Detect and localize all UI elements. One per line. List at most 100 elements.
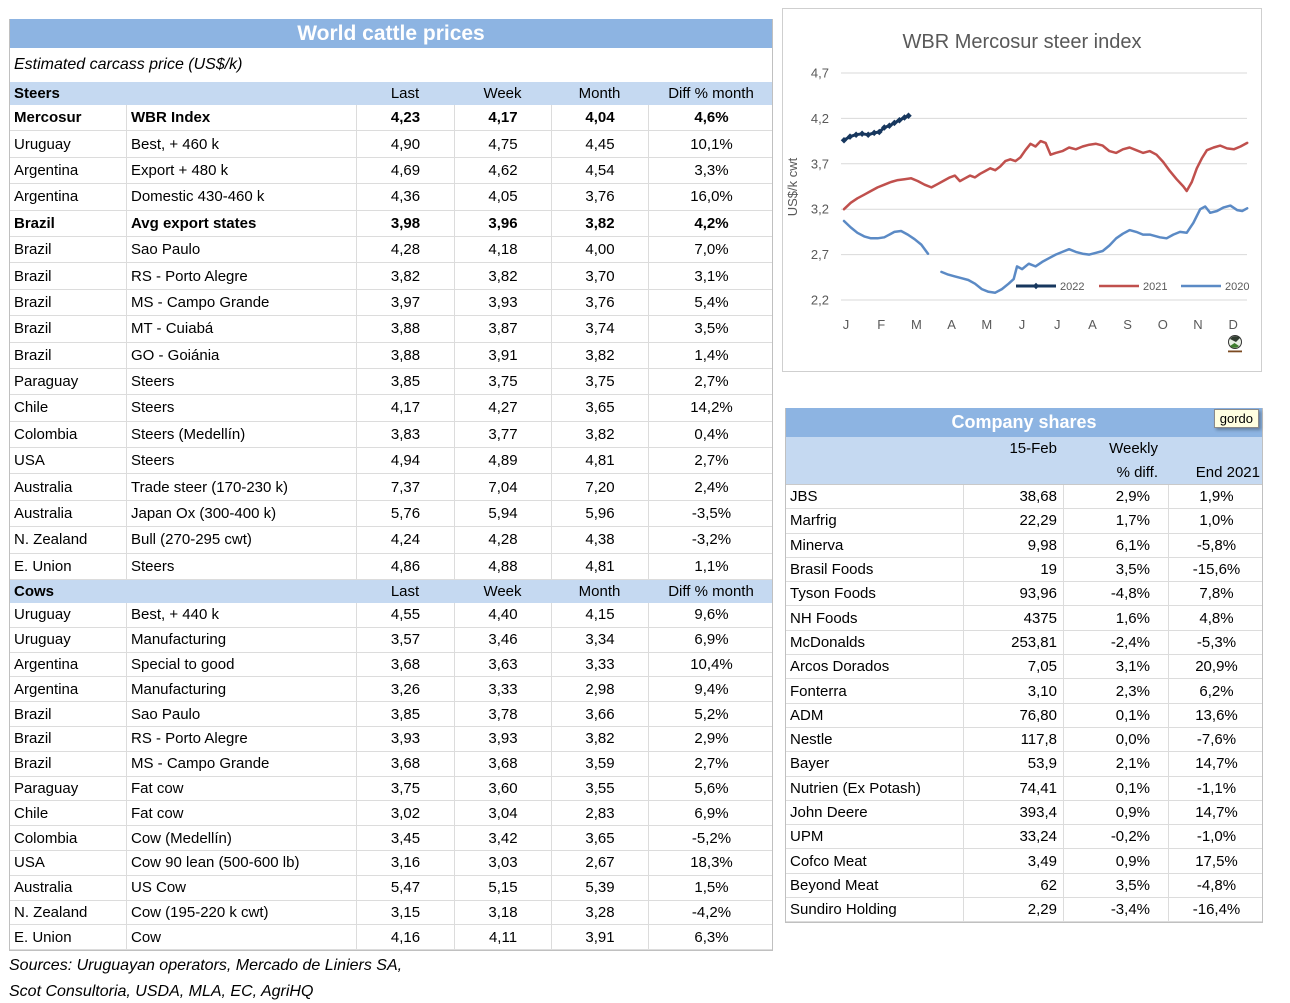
value-cell: 33,24 xyxy=(963,825,1063,849)
column-header-weekly: Weekly xyxy=(1109,440,1158,457)
svg-text:4,7: 4,7 xyxy=(811,66,829,81)
value-cell: 7,05 xyxy=(963,655,1063,679)
table-row: Australia US Cow 5,47 5,15 5,39 1,5% xyxy=(10,875,772,901)
value-cell: 4,94 xyxy=(356,448,454,474)
section-header-steers: Steers Last Week Month Diff % month xyxy=(10,82,772,105)
svg-text:J: J xyxy=(1054,317,1061,332)
value-cell: 3,76 xyxy=(551,184,648,210)
table-row: Chile Fat cow 3,02 3,04 2,83 6,9% xyxy=(10,801,772,827)
value-cell: -15,6% xyxy=(1168,557,1264,582)
value-cell: 4,86 xyxy=(356,553,454,580)
value-cell: -5,8% xyxy=(1168,533,1264,557)
value-cell: 9,4% xyxy=(648,677,774,702)
svg-text:S: S xyxy=(1123,317,1132,332)
value-cell: 3,5% xyxy=(1063,557,1168,582)
value-cell: 3,93 xyxy=(454,727,551,751)
value-cell: 1,4% xyxy=(648,342,774,368)
series-2020 xyxy=(842,204,1249,294)
table-row: Bayer 53,9 2,1% 14,7% xyxy=(786,752,1262,777)
table-row: Uruguay Best, + 440 k 4,55 4,40 4,15 9,6% xyxy=(10,603,772,628)
value-cell: 16,0% xyxy=(648,184,774,210)
header-spacer xyxy=(126,82,356,105)
value-cell: 3,02 xyxy=(356,801,454,826)
value-cell: 4,69 xyxy=(356,157,454,184)
value-cell: -2,4% xyxy=(1063,630,1168,655)
svg-text:M: M xyxy=(911,317,922,332)
value-cell: 3,34 xyxy=(551,627,648,652)
company-name-cell: Nestle xyxy=(790,731,833,749)
table-row: Australia Japan Ox (300-400 k) 5,76 5,94 5,9… xyxy=(10,500,772,528)
table-row: Brazil RS - Porto Alegre 3,93 3,93 3,82 2,9% xyxy=(10,727,772,752)
table-row: Brazil MT - Cuiabá 3,88 3,87 3,74 3,5% xyxy=(10,316,772,343)
value-cell: 3,74 xyxy=(551,316,648,342)
table-row: Fonterra 3,10 2,3% 6,2% xyxy=(786,679,1262,704)
value-cell: -1,1% xyxy=(1168,776,1264,800)
table-row: Nestle 117,8 0,0% -7,6% xyxy=(786,727,1262,753)
value-cell: 20,9% xyxy=(1168,655,1264,679)
country-cell: Uruguay xyxy=(14,631,71,649)
series-2022 xyxy=(840,112,912,144)
country-cell: Brazil xyxy=(14,346,52,364)
svg-text:F: F xyxy=(877,317,885,332)
table-row: UPM 33,24 -0,2% -1,0% xyxy=(786,825,1262,850)
value-cell: 3,97 xyxy=(356,289,454,316)
world-cattle-prices-table: World cattle prices Estimated carcass pr… xyxy=(9,19,774,952)
value-cell: 5,4% xyxy=(648,289,774,316)
value-cell: 3,59 xyxy=(551,751,648,776)
world-table-body: Steers Last Week Month Diff % month Mercosur W… xyxy=(10,82,774,951)
value-cell: 7,04 xyxy=(454,474,551,500)
value-cell: 3,88 xyxy=(356,342,454,368)
table-row: Argentina Domestic 430-460 k 4,36 4,05 3,76 1… xyxy=(10,184,774,211)
value-cell: 4,45 xyxy=(551,131,648,157)
value-cell: 18,3% xyxy=(648,851,774,875)
table-row: Argentina Manufacturing 3,26 3,33 2,98 9,4% xyxy=(10,677,774,703)
value-cell: 2,29 xyxy=(963,898,1063,922)
section-title: Steers xyxy=(14,85,60,102)
column-header: Diff % month xyxy=(668,85,754,102)
value-cell: 3,5% xyxy=(1063,873,1168,898)
svg-text:D: D xyxy=(1229,317,1238,332)
value-cell: 4,17 xyxy=(356,395,454,421)
value-cell: 3,1% xyxy=(648,263,774,289)
company-name-cell: Cofco Meat xyxy=(790,852,867,870)
value-cell: 5,94 xyxy=(454,500,551,527)
table-row: Uruguay Best, + 460 k 4,90 4,75 4,45 10,1% xyxy=(10,131,772,158)
value-cell: 4,36 xyxy=(356,184,454,210)
country-cell: Brazil xyxy=(14,320,52,338)
value-cell: 62 xyxy=(963,873,1063,898)
value-cell: 3,55 xyxy=(551,776,648,801)
value-cell: 3,28 xyxy=(551,900,648,925)
value-cell: 3,83 xyxy=(356,421,454,448)
header-spacer xyxy=(786,460,963,484)
value-cell: 0,1% xyxy=(1063,703,1168,727)
country-cell: Argentina xyxy=(14,680,79,698)
column-header-end-2021: End 2021 xyxy=(1195,463,1260,481)
table-row: Paraguay Steers 3,85 3,75 3,75 2,7% xyxy=(10,368,772,396)
section-title: Cows xyxy=(14,583,55,601)
value-cell: 1,9% xyxy=(1168,485,1264,509)
table-row: Brasil Foods 19 3,5% -15,6% xyxy=(786,557,1264,583)
value-cell: 3,33 xyxy=(551,652,648,677)
value-cell: 5,2% xyxy=(648,702,774,727)
table-row: Brazil Avg export states 3,98 3,96 3,82 4,2% xyxy=(10,210,772,237)
description-cell: MT - Cuiabá xyxy=(126,316,356,342)
value-cell: 3,96 xyxy=(454,210,551,236)
country-cell: Argentina xyxy=(14,656,79,674)
value-cell: 2,1% xyxy=(1063,752,1168,776)
value-cell: 3,10 xyxy=(963,679,1063,703)
value-cell: 3,77 xyxy=(454,421,551,448)
value-cell: -4,8% xyxy=(1063,582,1168,606)
value-cell: 5,39 xyxy=(551,875,648,900)
company-name-cell: UPM xyxy=(790,828,824,846)
section-header-cows: Cows Last Week Month Diff % month xyxy=(10,580,772,604)
company-name-cell: Minerva xyxy=(790,536,844,554)
column-header: Last xyxy=(390,85,420,102)
value-cell: 53,9 xyxy=(963,752,1063,776)
value-cell: 3,15 xyxy=(356,900,454,925)
value-cell: 2,83 xyxy=(551,801,648,826)
value-cell: 7,20 xyxy=(551,474,648,500)
table-row: USA Steers 4,94 4,89 4,81 2,7% xyxy=(10,448,772,475)
description-cell: Cow 90 lean (500-600 lb) xyxy=(126,851,356,875)
description-cell: Special to good xyxy=(126,652,356,677)
header-spacer xyxy=(963,460,1063,484)
